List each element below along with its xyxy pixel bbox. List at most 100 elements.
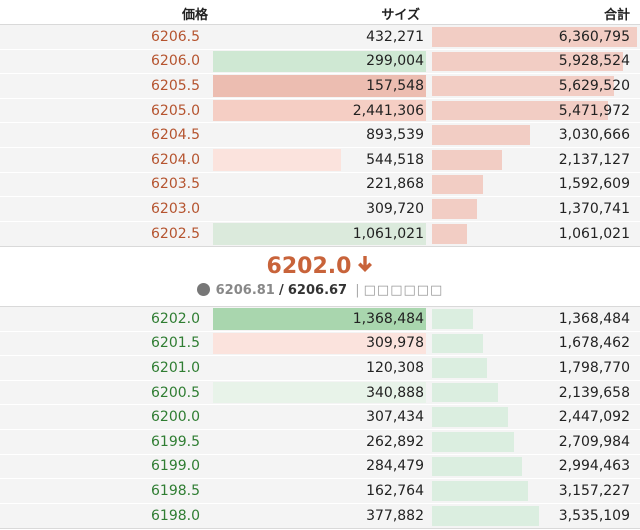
depth-bar (432, 382, 498, 403)
bid-row[interactable]: 6198.0 377,882 3,535,109 (0, 503, 640, 529)
bid-row[interactable]: 6199.0 284,479 2,994,463 (0, 454, 640, 480)
size-cell: 307,434 (366, 409, 424, 426)
total-cell: 1,061,021 (558, 226, 630, 243)
size-highlight-bar (213, 222, 426, 246)
total-column-header: 合計 (603, 8, 630, 23)
size-cell: 157,548 (366, 77, 424, 94)
divider: | (355, 283, 360, 298)
depth-bar (432, 481, 529, 501)
ask-row[interactable]: 6204.0 544,518 2,137,127 (0, 147, 640, 173)
depth-bar (432, 100, 609, 121)
bid-row[interactable]: 6200.0 307,434 2,447,092 (0, 405, 640, 430)
price-cell[interactable]: 6205.5 (151, 77, 200, 94)
depth-bar (432, 125, 531, 145)
size-cell: 120,308 (366, 359, 424, 376)
size-cell: 2,441,306 (352, 102, 424, 119)
total-cell: 3,157,227 (558, 482, 630, 499)
total-cell: 2,994,463 (558, 458, 630, 475)
index-price-line: 6206.81 / 6206.67 | □□□□□□ (0, 283, 640, 298)
bid-row[interactable]: 6199.5 262,892 2,709,984 (0, 429, 640, 455)
price-cell[interactable]: 6202.0 (151, 310, 200, 327)
price-cell[interactable]: 6206.0 (151, 53, 200, 70)
price-cell[interactable]: 6203.0 (151, 200, 200, 217)
bid-row[interactable]: 6201.0 120,308 1,798,770 (0, 356, 640, 381)
ask-row[interactable]: 6204.5 893,539 3,030,666 (0, 123, 640, 148)
ask-row[interactable]: 6202.5 1,061,021 1,061,021 (0, 221, 640, 247)
size-highlight-bar (213, 332, 426, 355)
size-cell: 262,892 (366, 433, 424, 450)
size-cell-wrap: 307,434 (213, 406, 426, 428)
size-cell: 1,368,484 (352, 310, 424, 327)
globe-icon (196, 283, 210, 296)
last-price-value: 6202.0 (266, 254, 352, 279)
ask-row[interactable]: 6206.5 432,271 6,360,795 (0, 25, 640, 50)
size-cell-wrap: 262,892 (213, 431, 426, 453)
index-label: □□□□□□ (363, 283, 444, 298)
depth-bar (432, 309, 473, 329)
price-cell[interactable]: 6201.5 (151, 335, 200, 352)
size-cell-wrap: 309,978 (213, 332, 426, 355)
ask-row[interactable]: 6203.5 221,868 1,592,609 (0, 172, 640, 198)
depth-bar (432, 407, 508, 427)
total-cell: 1,798,770 (558, 359, 630, 376)
bid-row[interactable]: 6201.5 309,978 1,678,462 (0, 331, 640, 357)
total-cell: 5,928,524 (558, 53, 630, 70)
ask-row[interactable]: 6205.0 2,441,306 5,471,972 (0, 98, 640, 124)
size-cell: 893,539 (366, 127, 424, 144)
size-cell-wrap: 1,061,021 (213, 222, 426, 246)
price-cell[interactable]: 6200.5 (151, 384, 200, 401)
last-price: 6202.0 (0, 254, 640, 279)
size-cell: 221,868 (366, 176, 424, 193)
depth-bar (432, 27, 637, 47)
bid-row[interactable]: 6202.0 1,368,484 1,368,484 (0, 307, 640, 332)
price-separator: / (279, 283, 284, 298)
total-cell: 2,447,092 (558, 409, 630, 426)
depth-bar (432, 51, 623, 72)
size-cell-wrap: 162,764 (213, 480, 426, 502)
fair-price: 6206.67 (287, 283, 348, 298)
ask-row[interactable]: 6203.0 309,720 1,370,741 (0, 197, 640, 222)
price-cell[interactable]: 6202.5 (151, 226, 200, 243)
bid-book: 6202.0 1,368,484 1,368,484 6201.5 309,978 1,6… (0, 306, 640, 530)
depth-bar (432, 333, 484, 354)
price-cell[interactable]: 6199.5 (151, 433, 200, 450)
size-cell-wrap: 309,720 (213, 198, 426, 220)
price-cell[interactable]: 6205.0 (151, 102, 200, 119)
size-cell-wrap: 299,004 (213, 50, 426, 73)
size-cell: 377,882 (366, 508, 424, 525)
size-cell: 309,720 (366, 200, 424, 217)
size-cell-wrap: 221,868 (213, 174, 426, 196)
price-cell[interactable]: 6198.5 (151, 482, 200, 499)
ask-row[interactable]: 6206.0 299,004 5,928,524 (0, 49, 640, 75)
size-cell: 284,479 (366, 458, 424, 475)
size-cell-wrap: 432,271 (213, 26, 426, 48)
depth-bar (432, 358, 488, 378)
price-cell[interactable]: 6204.0 (151, 151, 200, 168)
bid-row[interactable]: 6198.5 162,764 3,157,227 (0, 479, 640, 504)
price-cell[interactable]: 6201.0 (151, 359, 200, 376)
price-cell[interactable]: 6199.0 (151, 458, 200, 475)
price-column-header: 価格 (181, 8, 208, 23)
ask-row[interactable]: 6205.5 157,548 5,629,520 (0, 74, 640, 99)
arrow-down-icon (357, 254, 373, 279)
total-cell: 5,471,972 (558, 102, 630, 119)
total-cell: 1,678,462 (558, 335, 630, 352)
size-highlight-bar (213, 75, 426, 97)
total-cell: 3,535,109 (558, 508, 630, 525)
size-cell: 544,518 (366, 151, 424, 168)
depth-bar (432, 456, 523, 477)
total-cell: 2,137,127 (558, 151, 630, 168)
price-cell[interactable]: 6200.0 (151, 409, 200, 426)
price-cell[interactable]: 6206.5 (151, 28, 200, 45)
size-cell-wrap: 2,441,306 (213, 99, 426, 122)
price-cell[interactable]: 6203.5 (151, 176, 200, 193)
size-cell: 299,004 (366, 53, 424, 70)
bid-row[interactable]: 6200.5 340,888 2,139,658 (0, 380, 640, 406)
depth-bar (432, 431, 514, 452)
total-cell: 1,592,609 (558, 176, 630, 193)
price-cell[interactable]: 6204.5 (151, 127, 200, 144)
depth-bar (432, 149, 502, 170)
size-cell: 340,888 (366, 384, 424, 401)
size-highlight-bar (213, 99, 426, 122)
price-cell[interactable]: 6198.0 (151, 508, 200, 525)
